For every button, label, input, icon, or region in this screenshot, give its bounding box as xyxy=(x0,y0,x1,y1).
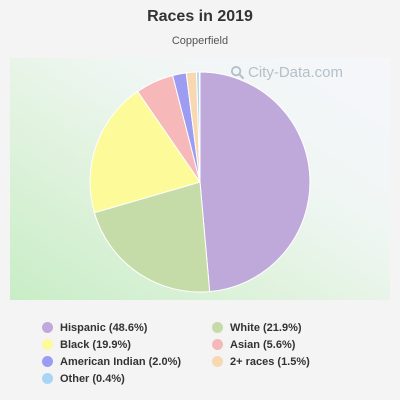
legend-label-asian: Asian (5.6%) xyxy=(230,338,296,351)
legend-item-hispanic: Hispanic (48.6%) xyxy=(42,320,212,335)
legend-swatch-asian xyxy=(212,339,223,350)
legend-label-white: White (21.9%) xyxy=(230,321,302,334)
pie-slice-white xyxy=(93,181,211,293)
legend-swatch-other xyxy=(42,373,53,384)
legend-item-black: Black (19.9%) xyxy=(42,337,212,352)
pie-slice-hispanic xyxy=(199,71,311,293)
legend-label-american-indian: American Indian (2.0%) xyxy=(60,355,182,368)
legend-label-hispanic: Hispanic (48.6%) xyxy=(60,321,148,334)
chart-title: Races in 2019 xyxy=(147,8,253,25)
legend-item-american-indian: American Indian (2.0%) xyxy=(42,354,212,369)
legend-label-black: Black (19.9%) xyxy=(60,338,131,351)
legend-item-white: White (21.9%) xyxy=(212,320,382,335)
watermark-text: City-Data.com xyxy=(248,64,344,81)
legend: Hispanic (48.6%) White (21.9%) Black (19.9… xyxy=(42,320,382,386)
legend-swatch-american-indian xyxy=(42,356,53,367)
pie-slice-other xyxy=(196,71,201,183)
legend-item-other: Other (0.4%) xyxy=(42,371,212,386)
legend-label-2-races: 2+ races (1.5%) xyxy=(230,355,310,368)
legend-label-other: Other (0.4%) xyxy=(60,372,125,385)
legend-item-2-races: 2+ races (1.5%) xyxy=(212,354,382,369)
legend-swatch-hispanic xyxy=(42,322,53,333)
plot-area xyxy=(10,58,390,300)
legend-swatch-black xyxy=(42,339,53,350)
chart-subtitle: Copperfield xyxy=(171,35,229,47)
legend-item-asian: Asian (5.6%) xyxy=(212,337,382,352)
legend-swatch-white xyxy=(212,322,223,333)
pie-chart xyxy=(89,71,311,293)
watermark: City-Data.com xyxy=(230,64,343,81)
legend-swatch-2-races xyxy=(212,356,223,367)
pie-slice-black xyxy=(89,90,201,214)
magnifier-icon xyxy=(230,65,245,80)
